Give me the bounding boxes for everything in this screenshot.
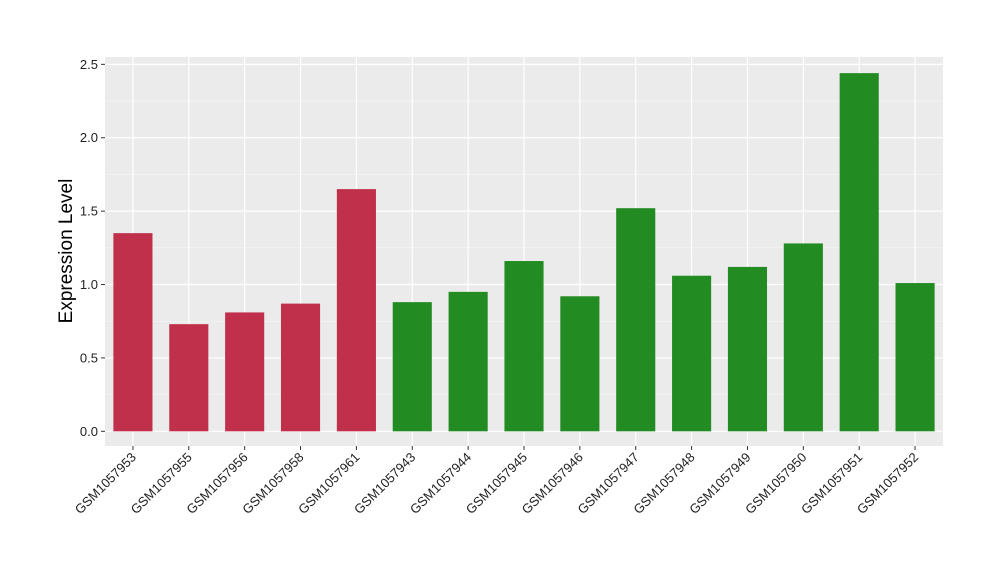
- y-axis: 0.0 0.5 1.0 1.5 2.0 2.5: [80, 57, 105, 439]
- bar: [169, 324, 209, 432]
- y-tick-label: 2.5: [80, 57, 98, 72]
- bar: [448, 291, 488, 432]
- bar: [727, 266, 768, 432]
- y-tick-label: 2.0: [80, 130, 98, 145]
- y-tick-label: 1.0: [80, 277, 98, 292]
- bar: [672, 275, 712, 432]
- y-axis-title: Expression Level: [56, 179, 77, 324]
- bar: [280, 303, 321, 432]
- y-tick-label: 0.5: [80, 350, 98, 365]
- bar: [392, 302, 432, 432]
- y-tick-label: 1.5: [80, 204, 98, 219]
- y-tick-label: 0.0: [80, 424, 98, 439]
- bar: [225, 312, 265, 432]
- bar: [895, 283, 935, 432]
- bar: [839, 73, 879, 432]
- bar: [113, 233, 153, 432]
- bar: [504, 261, 544, 432]
- bar: [783, 243, 823, 432]
- bar: [616, 208, 656, 432]
- bars: [113, 73, 935, 432]
- x-axis: GSM1057953GSM1057955GSM1057956GSM1057958…: [72, 446, 921, 517]
- bar: [560, 296, 600, 432]
- bar: [336, 189, 376, 432]
